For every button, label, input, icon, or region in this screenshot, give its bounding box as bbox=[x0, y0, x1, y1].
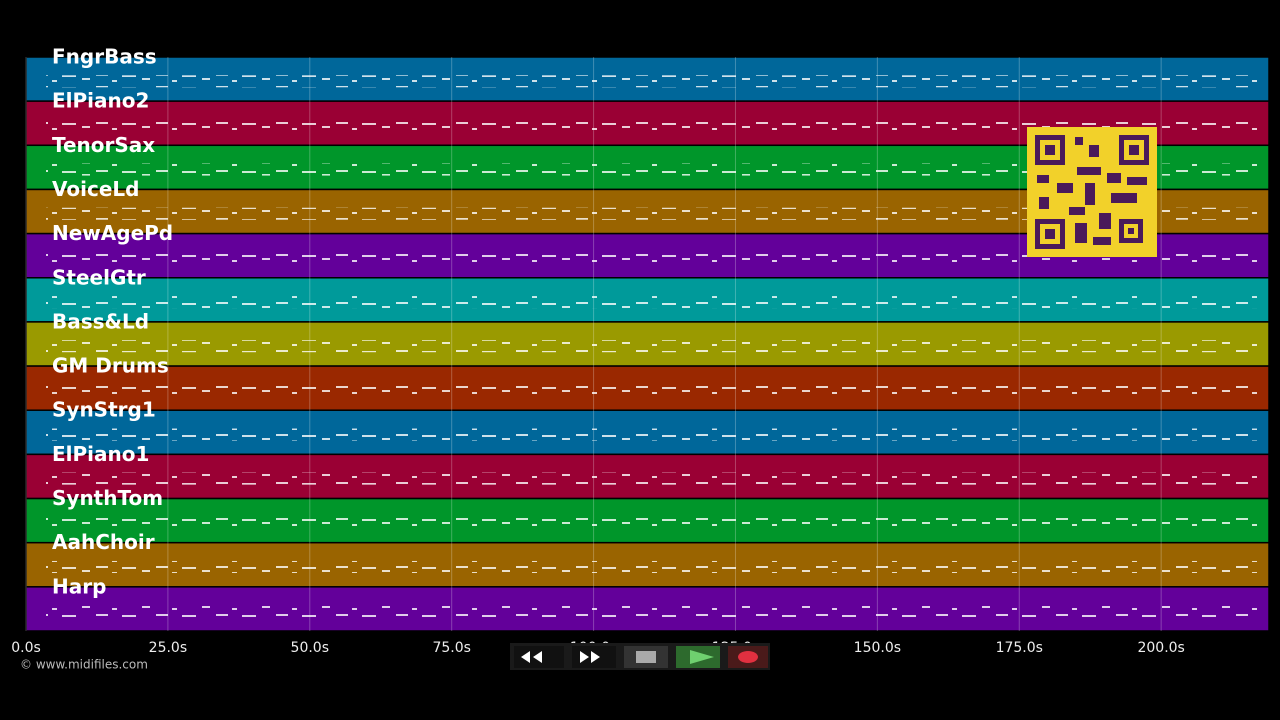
stop-button[interactable] bbox=[624, 646, 668, 668]
track-name: SynthTom bbox=[52, 486, 163, 510]
play-button[interactable] bbox=[676, 646, 720, 668]
time-tick-label: 50.0s bbox=[291, 640, 329, 656]
track-name: NewAgePd bbox=[52, 221, 173, 245]
time-tick-label: 75.0s bbox=[432, 640, 470, 656]
time-tick-label: 0.0s bbox=[11, 640, 41, 656]
note-texture bbox=[46, 163, 1259, 176]
track-name: VoiceLd bbox=[52, 177, 139, 201]
note-texture bbox=[46, 75, 1259, 88]
note-texture bbox=[46, 119, 1259, 132]
track-name: TenorSax bbox=[52, 133, 155, 157]
note-texture bbox=[46, 384, 1259, 397]
track-name: AahChoir bbox=[52, 530, 155, 554]
track-name: SteelGtr bbox=[52, 265, 146, 289]
transport-controls bbox=[510, 643, 770, 670]
track-name: Harp bbox=[52, 574, 106, 598]
track-name: SynStrg1 bbox=[52, 398, 156, 422]
track-name: FngrBass bbox=[52, 45, 157, 69]
track-name: ElPiano2 bbox=[52, 89, 149, 113]
time-tick-label: 150.0s bbox=[854, 640, 901, 656]
time-tick-label: 200.0s bbox=[1137, 640, 1184, 656]
record-button[interactable] bbox=[728, 646, 768, 668]
note-texture bbox=[46, 605, 1259, 618]
copyright: © www.midifiles.com bbox=[20, 658, 148, 672]
rewind-button[interactable] bbox=[514, 646, 564, 668]
note-texture bbox=[46, 251, 1259, 264]
note-texture bbox=[46, 516, 1259, 529]
note-texture bbox=[46, 560, 1259, 573]
forward-button[interactable] bbox=[572, 646, 616, 668]
track-name: Bass&Ld bbox=[52, 309, 149, 333]
track-name: ElPiano1 bbox=[52, 442, 149, 466]
track-name: GM Drums bbox=[52, 354, 169, 378]
note-texture bbox=[46, 340, 1259, 353]
time-tick-label: 25.0s bbox=[149, 640, 187, 656]
note-texture bbox=[46, 472, 1259, 485]
qr-code bbox=[1027, 127, 1157, 257]
time-tick-label: 175.0s bbox=[996, 640, 1043, 656]
note-texture bbox=[46, 428, 1259, 441]
note-texture bbox=[46, 207, 1259, 220]
note-texture bbox=[46, 296, 1259, 309]
